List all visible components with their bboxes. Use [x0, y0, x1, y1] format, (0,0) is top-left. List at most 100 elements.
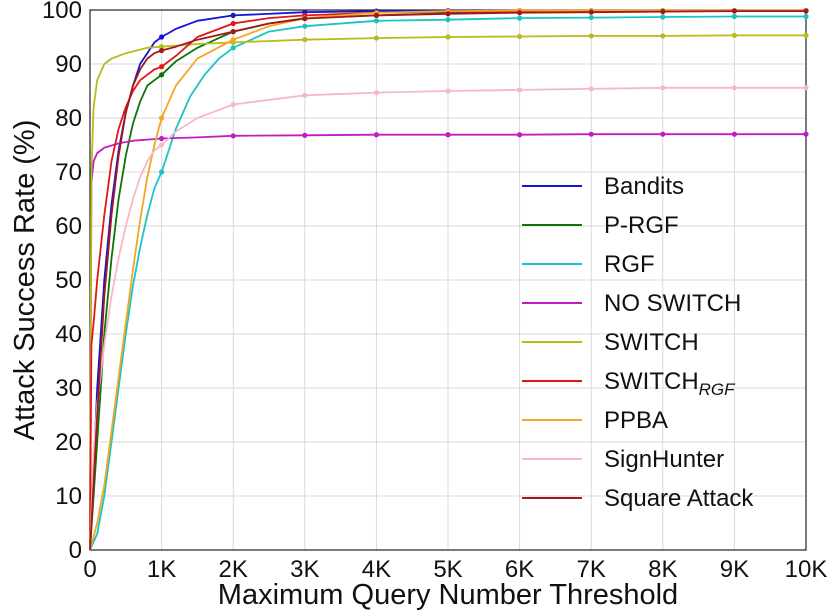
series-line [89, 9, 806, 551]
x-axis-title: Maximum Query Number Threshold [218, 579, 678, 610]
series-marker [159, 47, 165, 54]
series-marker [660, 9, 666, 15]
y-tick-label: 30 [55, 375, 82, 402]
legend-label: PPBA [604, 407, 668, 434]
series-2 [89, 13, 809, 551]
series-marker [445, 88, 451, 94]
series-8 [89, 8, 809, 551]
legend-item: SWITCH [522, 329, 699, 356]
legend-label: Square Attack [604, 485, 754, 512]
series-marker [230, 45, 236, 51]
x-tick-label: 7K [577, 556, 606, 583]
series-marker [803, 8, 809, 14]
legend-item: PPBA [522, 407, 668, 434]
series-marker [159, 135, 165, 142]
legend-item: SignHunter [522, 446, 724, 473]
series-marker [373, 35, 379, 41]
x-axis-ticks: 0 1K 2K 3K 4K 5K 6K 7K 8K 9K 10K [83, 556, 827, 583]
series-marker [445, 132, 451, 138]
legend-item: RGF [522, 251, 655, 278]
series-marker [302, 16, 308, 22]
legend-label: RGF [604, 251, 655, 278]
x-tick-label: 1K [147, 556, 176, 583]
series-marker [803, 13, 809, 20]
series-7 [89, 85, 809, 551]
series-marker [159, 169, 165, 175]
series-marker [588, 86, 594, 92]
series-marker [373, 90, 379, 96]
series-marker [159, 115, 165, 121]
legend-label: P-RGF [604, 212, 679, 239]
series-marker [517, 33, 523, 40]
series-marker [159, 142, 165, 148]
series-marker [588, 14, 594, 21]
x-tick-label: 3K [290, 556, 319, 583]
legend-item: SWITCHRGF [522, 368, 736, 399]
series-marker [302, 132, 308, 138]
series-marker [803, 131, 809, 137]
legend-label: NO SWITCH [604, 290, 741, 317]
series-marker [445, 17, 451, 23]
series-marker [731, 13, 738, 20]
series-layer [89, 7, 809, 551]
series-line [89, 10, 806, 551]
series-marker [230, 29, 236, 35]
series-marker [373, 132, 379, 138]
x-tick-label: 0 [83, 556, 96, 583]
y-tick-label: 80 [55, 105, 82, 132]
series-marker [588, 131, 594, 137]
y-tick-label: 0 [69, 537, 82, 564]
y-tick-label: 70 [55, 159, 82, 186]
legend: Bandits P-RGF RGF NO SWITCH SWITCH SWITCHRGF P… [522, 173, 754, 512]
y-tick-label: 90 [55, 51, 82, 78]
series-marker [731, 131, 738, 137]
series-marker [159, 44, 165, 50]
series-marker [230, 20, 236, 27]
series-marker [517, 87, 523, 93]
x-tick-label: 2K [219, 556, 248, 583]
y-tick-label: 40 [55, 321, 82, 348]
series-marker [803, 32, 809, 38]
legend-label: SWITCH [604, 329, 699, 356]
series-marker [731, 85, 738, 91]
series-marker [230, 37, 236, 43]
y-axis-title: Attack Success Rate (%) [9, 120, 41, 441]
legend-item: Bandits [522, 173, 684, 200]
series-marker [731, 32, 738, 38]
series-marker [517, 15, 523, 21]
y-tick-label: 20 [55, 429, 82, 456]
series-marker [731, 8, 738, 14]
x-tick-label: 10K [785, 556, 828, 583]
legend-label: SignHunter [604, 446, 724, 473]
series-marker [660, 85, 666, 91]
legend-label: Bandits [604, 173, 684, 200]
series-marker [230, 101, 236, 108]
series-marker [159, 64, 165, 70]
x-tick-label: 9K [720, 556, 749, 583]
series-marker [588, 33, 594, 39]
series-marker [445, 11, 451, 17]
y-tick-label: 100 [42, 0, 82, 24]
x-tick-label: 5K [433, 556, 462, 583]
y-tick-label: 10 [55, 483, 82, 510]
series-3 [89, 131, 809, 551]
y-axis-ticks: 0 10 20 30 40 50 60 70 80 90 100 [42, 0, 82, 564]
series-marker [159, 72, 165, 78]
series-marker [159, 34, 165, 40]
series-marker [660, 33, 666, 39]
series-marker [517, 10, 523, 16]
x-tick-label: 6K [505, 556, 534, 583]
x-tick-label: 8K [648, 556, 677, 583]
legend-label: SWITCHRGF [604, 368, 736, 399]
series-marker [373, 18, 379, 24]
legend-item: P-RGF [522, 212, 679, 239]
series-4 [89, 32, 809, 551]
series-marker [588, 9, 594, 15]
series-marker [302, 92, 308, 98]
series-marker [230, 133, 236, 139]
series-marker [803, 85, 809, 91]
series-marker [302, 23, 308, 29]
series-marker [517, 132, 523, 138]
y-tick-label: 50 [55, 267, 82, 294]
